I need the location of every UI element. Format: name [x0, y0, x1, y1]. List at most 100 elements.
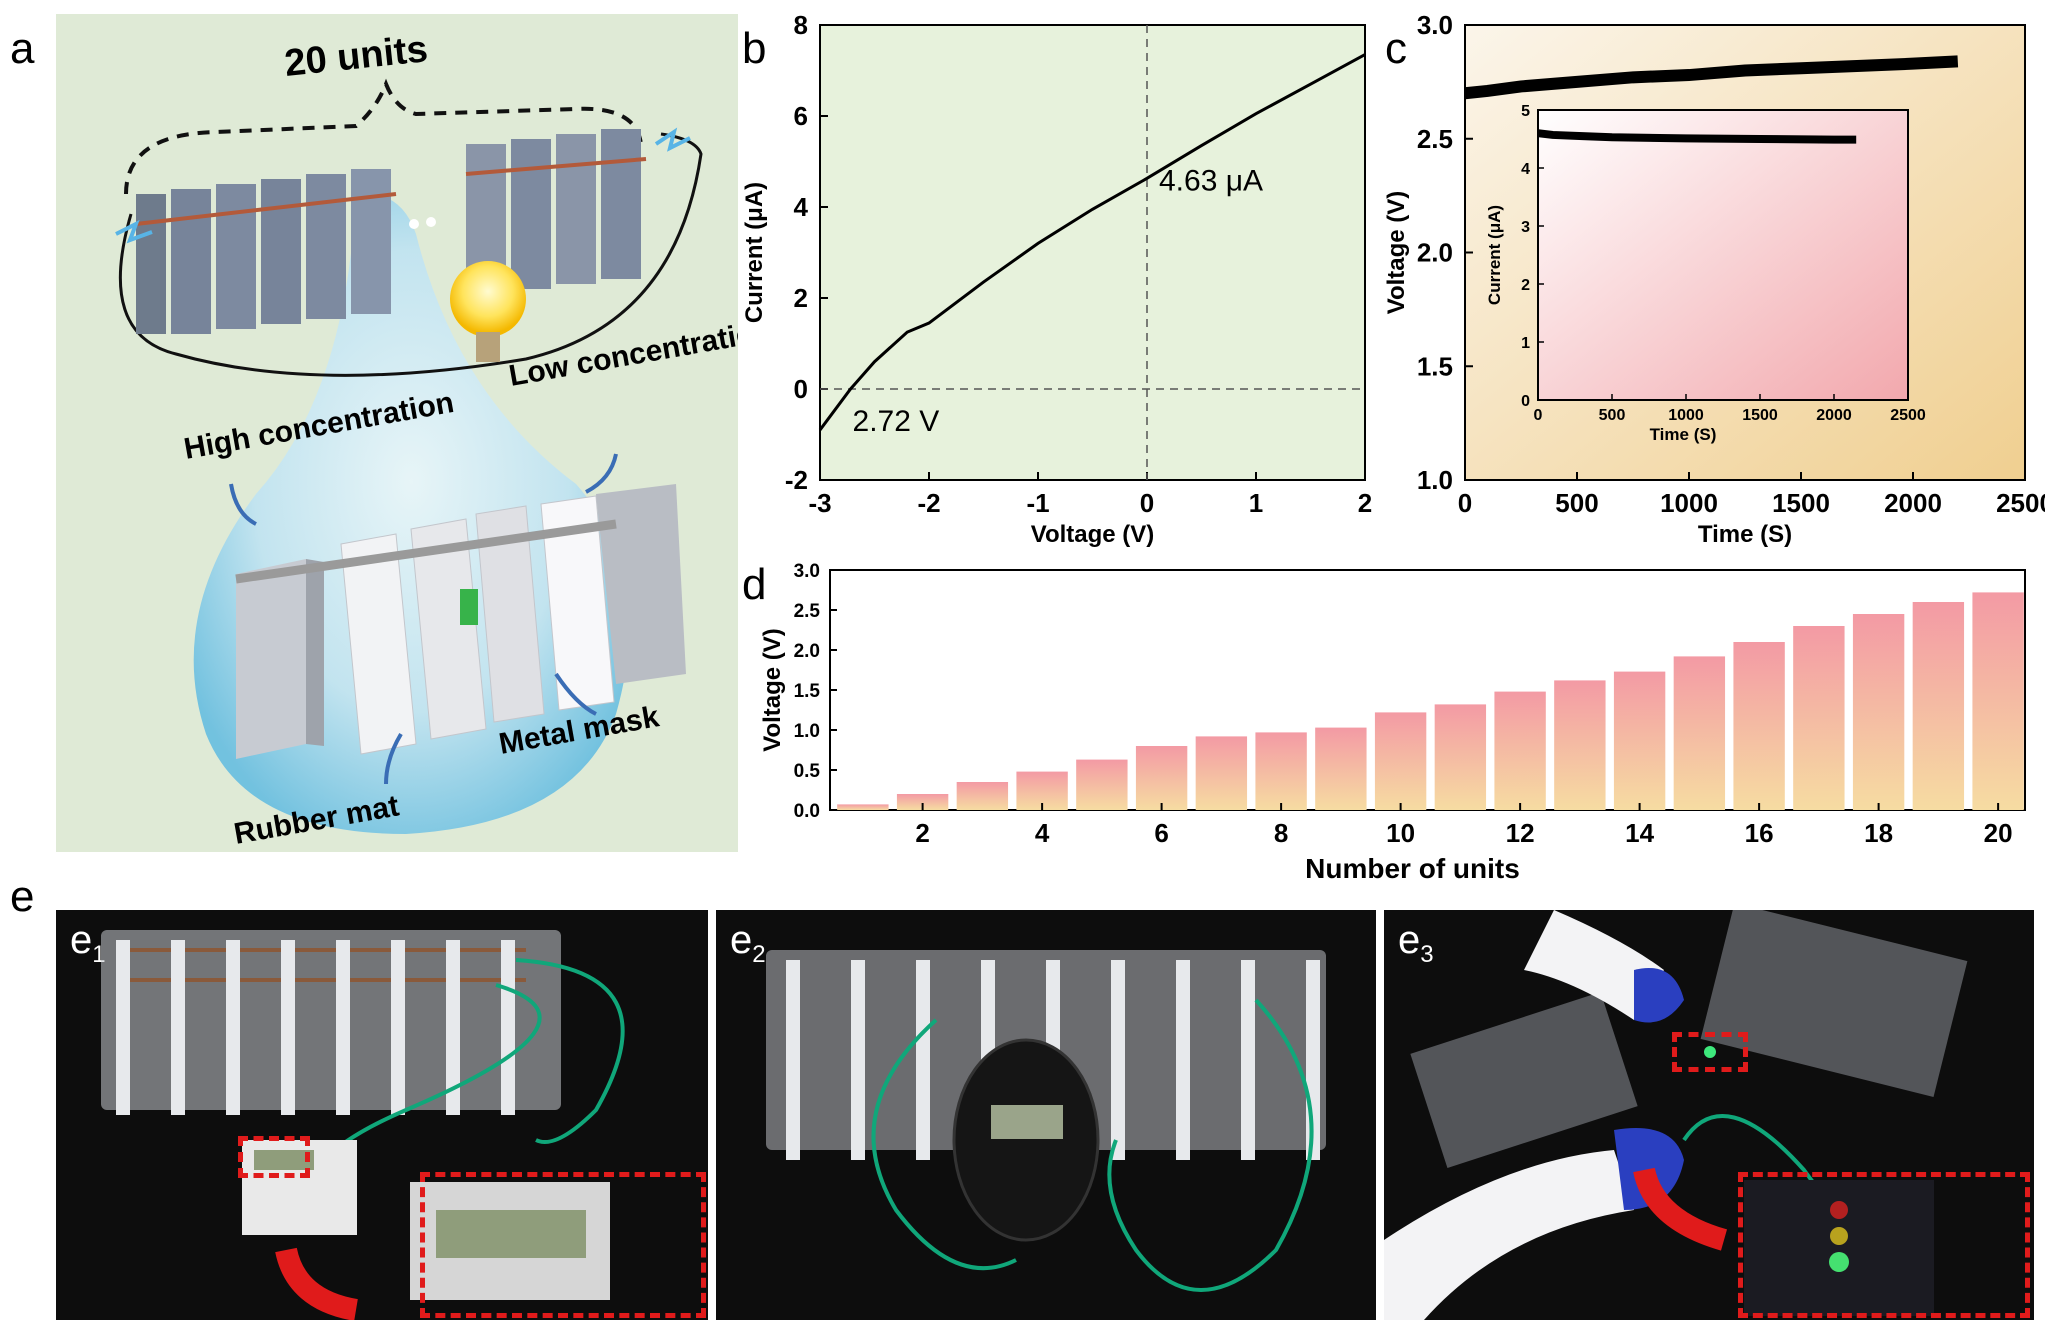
bar: [1494, 691, 1546, 810]
bar: [1733, 642, 1785, 810]
x-tick-label: 12: [1506, 818, 1535, 848]
inset-x-tick-label: 500: [1599, 407, 1626, 424]
x-tick-label: 18: [1864, 818, 1893, 848]
y-tick-label: 1.0: [1417, 465, 1453, 495]
inset-x-tick-label: 2000: [1816, 407, 1852, 424]
y-tick-label: -2: [785, 465, 808, 495]
photo-e1: e1: [56, 910, 708, 1320]
inset-y-tick-label: 3: [1521, 219, 1530, 236]
bar: [1315, 727, 1367, 810]
red-arrow-icon: [1633, 1167, 1728, 1251]
x-tick-label: 16: [1745, 818, 1774, 848]
arrow-icon: [384, 732, 403, 785]
x-tick-label: 10: [1386, 818, 1415, 848]
external-circuit-wire: [118, 132, 703, 377]
bar: [1852, 614, 1905, 810]
gloved-hand: [1634, 968, 1684, 1023]
iv-curve: [818, 53, 1366, 431]
arrow-icon: [229, 483, 257, 526]
x-tick-label: 0: [1458, 488, 1472, 518]
bar: [896, 794, 949, 810]
panel-b-letter: b: [742, 24, 767, 73]
photo-e1-scene: [101, 930, 625, 1320]
x-tick-label: 1: [1249, 488, 1263, 518]
y-tick-label: 2.0: [794, 641, 820, 662]
x-tick-label: 4: [1035, 818, 1050, 848]
inset-x-tick-label: 0: [1534, 407, 1543, 424]
y-tick-label: 0: [794, 374, 808, 404]
annotation-current: 4.63 μA: [1159, 164, 1263, 197]
highlight-box: [238, 1136, 310, 1178]
x-tick-label: 20: [1984, 818, 2013, 848]
bar: [1673, 656, 1726, 810]
bar: [1554, 680, 1606, 810]
highlight-box: [1672, 1032, 1748, 1072]
stopwatch-icon: [952, 1038, 1100, 1242]
y-tick-label: 0.0: [794, 801, 820, 822]
ellipsis-dot: [409, 219, 419, 229]
bar: [1076, 759, 1128, 810]
x-tick-label: 2: [915, 818, 929, 848]
y-axis-label: Current (μA): [741, 182, 768, 323]
bar: [1255, 732, 1307, 810]
y-tick-label: 4: [794, 192, 809, 222]
x-tick-label: 1000: [1660, 488, 1718, 518]
photo-e2: e2: [716, 910, 1376, 1320]
spark-icon: [654, 127, 691, 152]
zoom-inset-box: [1738, 1172, 2030, 1318]
x-tick-label: -1: [1026, 488, 1049, 518]
y-tick-label: 3.0: [794, 561, 820, 582]
x-tick-label: 1500: [1772, 488, 1830, 518]
inset-y-tick-label: 5: [1521, 103, 1530, 120]
inset-x-tick-label: 2500: [1890, 407, 1926, 424]
x-tick-label: 500: [1555, 488, 1598, 518]
ellipsis-dot: [426, 217, 436, 227]
inset-x-tick-label: 1500: [1742, 407, 1778, 424]
x-tick-label: 8: [1274, 818, 1288, 848]
arrow-icon: [554, 672, 597, 716]
x-tick-label: -3: [808, 488, 831, 518]
y-tick-label: 0.5: [794, 761, 821, 782]
zoom-inset-box: [420, 1172, 706, 1318]
bar: [1912, 602, 1965, 810]
panel-c-letter: c: [1385, 24, 1407, 73]
bar: [1434, 704, 1487, 810]
x-tick-label: 6: [1154, 818, 1168, 848]
bar: [1972, 592, 2024, 810]
bar: [1195, 736, 1248, 810]
y-tick-label: 1.0: [794, 721, 820, 742]
x-tick-label: 2500: [1996, 488, 2045, 518]
y-axis-label: Voltage (V): [759, 628, 786, 752]
light-bulb-icon: [450, 261, 526, 362]
y-tick-label: 8: [794, 10, 808, 40]
photo-e2-scene: [766, 950, 1326, 1292]
y-axis-label: Voltage (V): [1383, 191, 1410, 315]
inset-x-axis-label: Time (S): [1650, 425, 1717, 444]
y-tick-label: 1.5: [1417, 351, 1453, 381]
membrane-green: [460, 589, 478, 625]
y-tick-label: 2: [794, 283, 808, 313]
led-icon: [1704, 1046, 1716, 1058]
y-tick-label: 2.5: [1417, 124, 1453, 154]
inset-plot-area: [1537, 109, 1909, 401]
x-tick-label: -2: [917, 488, 940, 518]
inset-y-tick-label: 2: [1521, 277, 1530, 294]
inset-x-tick-label: 1000: [1668, 407, 1704, 424]
panel-e-letter: e: [10, 872, 35, 921]
bracket: [124, 78, 643, 195]
x-tick-label: 14: [1625, 818, 1654, 848]
panel-d-letter: d: [742, 560, 767, 609]
x-axis-label: Time (S): [1698, 521, 1792, 548]
inset-y-tick-label: 0: [1521, 393, 1530, 410]
voltage-curve: [1464, 55, 1959, 100]
cell-stack-left: [135, 169, 397, 334]
y-tick-label: 2.5: [794, 601, 821, 622]
y-tick-label: 2.0: [1417, 238, 1453, 268]
bar: [956, 782, 1009, 810]
chart-c: 050010001500200025001.01.52.02.53.0Time …: [1383, 10, 2045, 548]
y-tick-label: 6: [794, 101, 808, 131]
x-axis-label: Voltage (V): [1031, 521, 1155, 548]
y-tick-label: 3.0: [1417, 10, 1453, 40]
lab-coat-sleeve: [1524, 910, 1664, 1020]
bar: [1613, 671, 1666, 810]
